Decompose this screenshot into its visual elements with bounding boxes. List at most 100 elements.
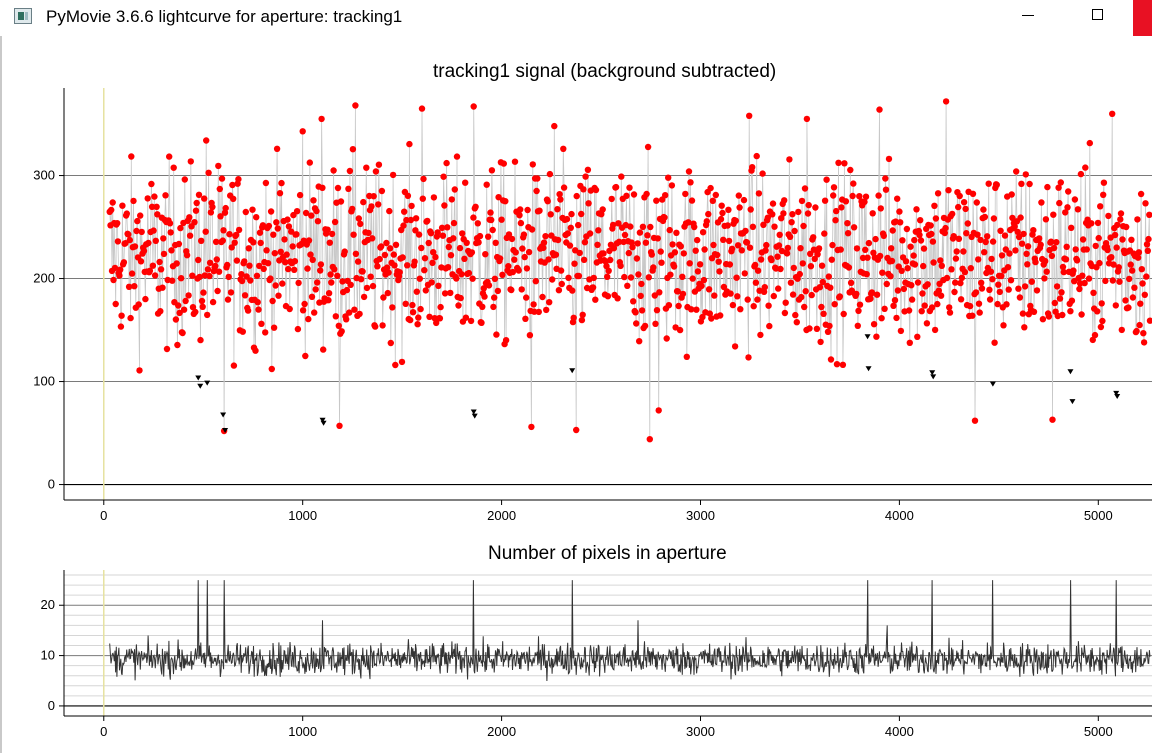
signal-point: [406, 140, 413, 148]
signal-point: [638, 307, 646, 314]
signal-point: [229, 181, 236, 189]
signal-point: [255, 306, 262, 313]
signal-point: [806, 325, 813, 332]
signal-point: [584, 166, 592, 173]
signal-point: [952, 279, 959, 286]
signal-point: [1117, 216, 1124, 223]
signal-point: [850, 180, 857, 187]
signal-point: [508, 235, 516, 243]
signal-point: [627, 274, 635, 281]
signal-points: [106, 98, 1152, 443]
signal-point: [969, 190, 977, 197]
signal-point: [963, 230, 970, 237]
signal-point: [556, 191, 563, 198]
signal-point: [233, 257, 241, 264]
signal-point: [517, 219, 525, 227]
signal-point: [745, 354, 752, 361]
signal-point: [530, 301, 537, 308]
signal-point: [427, 230, 435, 237]
signal-point: [151, 272, 159, 279]
signal-point: [869, 210, 876, 217]
signal-point: [114, 220, 121, 227]
signal-point: [614, 295, 621, 302]
signal-point: [754, 296, 761, 303]
signal-point: [592, 186, 600, 194]
signal-point: [376, 255, 383, 263]
signal-point: [338, 328, 345, 335]
signal-point: [921, 302, 928, 309]
signal-point: [652, 320, 659, 327]
signal-point: [665, 302, 673, 309]
signal-point: [632, 309, 639, 316]
signal-point: [235, 226, 243, 234]
signal-point: [352, 250, 360, 257]
signal-point: [818, 262, 826, 269]
signal-point: [636, 229, 644, 236]
signal-point: [911, 261, 919, 268]
signal-point: [543, 306, 550, 314]
signal-point: [777, 265, 784, 273]
signal-x-tick-label: 1000: [288, 508, 317, 523]
signal-point: [571, 260, 578, 267]
signal-point: [1143, 241, 1151, 248]
signal-point: [478, 319, 485, 326]
signal-point: [633, 320, 640, 327]
signal-point: [209, 203, 216, 211]
signal-point: [676, 326, 684, 334]
signal-point: [980, 206, 987, 213]
signal-point: [327, 271, 334, 278]
signal-point: [615, 220, 622, 227]
signal-point: [404, 192, 412, 199]
signal-point: [193, 199, 200, 207]
signal-point: [1112, 302, 1120, 309]
signal-point: [127, 314, 134, 322]
pixel-count-plot[interactable]: 0 10 20 0 1000 2000 3000 4000 5000: [41, 570, 1152, 739]
signal-point: [203, 137, 210, 144]
signal-point: [456, 244, 464, 252]
signal-point: [308, 212, 315, 219]
signal-point: [977, 236, 984, 244]
signal-point: [1043, 268, 1050, 275]
signal-point: [642, 239, 650, 246]
signal-point: [949, 210, 956, 218]
signal-point: [375, 161, 383, 168]
signal-point: [771, 223, 778, 230]
signal-point: [984, 233, 991, 240]
signal-point: [1039, 316, 1047, 323]
signal-point: [634, 240, 641, 247]
maximize-button[interactable]: [1078, 0, 1118, 32]
signal-point: [819, 278, 826, 286]
signal-point: [444, 264, 452, 271]
signal-point: [557, 196, 564, 203]
close-button[interactable]: [1133, 0, 1152, 36]
signal-point: [791, 227, 798, 235]
signal-point: [383, 239, 390, 247]
signal-point: [918, 308, 925, 315]
signal-point: [277, 248, 284, 255]
signal-point: [162, 192, 169, 199]
signal-point: [816, 284, 824, 291]
signal-point: [265, 222, 273, 230]
signal-point: [861, 198, 868, 206]
signal-x-tick-label: 2000: [487, 508, 516, 523]
signal-point: [1071, 196, 1079, 203]
signal-point: [182, 297, 189, 305]
signal-y-tick-label: 200: [33, 271, 55, 286]
signal-point: [1118, 326, 1126, 334]
minimize-button[interactable]: [1010, 0, 1050, 32]
signal-point: [715, 258, 722, 265]
signal-point: [724, 222, 731, 229]
signal-point: [1019, 310, 1027, 317]
title-bar[interactable]: PyMovie 3.6.6 lightcurve for aperture: t…: [0, 0, 1152, 36]
signal-point: [111, 264, 119, 272]
signal-point: [204, 266, 212, 273]
signal-point: [650, 264, 657, 271]
signal-point: [955, 235, 963, 242]
signal-point: [625, 249, 632, 257]
flagged-point-marker: [989, 381, 996, 387]
signal-point: [305, 315, 312, 323]
signal-point: [985, 180, 992, 187]
signal-point: [1090, 289, 1097, 296]
